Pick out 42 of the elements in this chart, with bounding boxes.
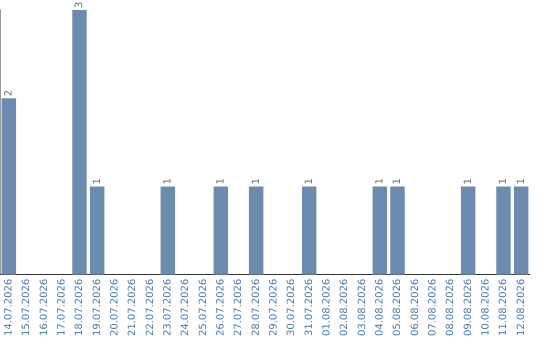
- x-tick-label: 31.07.2026: [304, 278, 315, 336]
- x-tick-label: 29.07.2026: [268, 278, 280, 336]
- x-tick-label: 15.07.2026: [21, 278, 32, 336]
- data-label: 1: [498, 178, 510, 184]
- x-tick-label: 25.07.2026: [198, 278, 209, 336]
- x-tick-label: 20.07.2026: [109, 278, 120, 336]
- x-tick-label: 18.07.2026: [74, 278, 86, 336]
- data-label: 2: [3, 90, 14, 96]
- data-label: 1: [215, 178, 226, 184]
- x-tick-label: 06.08.2026: [410, 278, 421, 336]
- data-label: 1: [250, 178, 262, 184]
- x-tick-label: 27.07.2026: [233, 278, 244, 336]
- data-label: 1: [304, 178, 315, 184]
- x-tick-label: 08.08.2026: [445, 278, 456, 336]
- x-tick-label: 26.07.2026: [215, 278, 226, 336]
- x-tick-label: 02.08.2026: [339, 278, 350, 336]
- data-label: 1: [462, 178, 474, 184]
- x-tick-label: 21.07.2026: [127, 278, 138, 336]
- data-label: 1: [374, 178, 386, 184]
- x-tick-label: 10.08.2026: [480, 278, 492, 336]
- x-tick-label: 05.08.2026: [392, 278, 404, 336]
- x-tick-label: 01.08.2026: [321, 278, 332, 336]
- x-tick-label: 11.08.2026: [498, 278, 510, 336]
- x-tick-label: 24.07.2026: [180, 278, 192, 336]
- x-tick-label: 19.07.2026: [92, 278, 103, 336]
- x-tick-label: 09.08.2026: [462, 278, 474, 336]
- x-tick-label: 07.08.2026: [427, 278, 438, 336]
- x-tick-label: 03.08.2026: [356, 278, 368, 336]
- data-label: 1: [516, 178, 527, 184]
- x-tick-label: 23.07.2026: [162, 278, 174, 336]
- x-tick-label: 28.07.2026: [250, 278, 262, 336]
- data-label: 1: [162, 178, 174, 184]
- x-tick-label: 30.07.2026: [286, 278, 298, 336]
- x-tick-label: 04.08.2026: [374, 278, 386, 336]
- data-label: 1: [392, 178, 404, 184]
- data-label: 1: [92, 178, 103, 184]
- x-tick-label: 12.08.2026: [516, 278, 527, 336]
- x-tick-label: 16.07.2026: [38, 278, 50, 336]
- x-tick-label: 14.07.2026: [3, 278, 14, 336]
- x-tick-label: 17.07.2026: [56, 278, 68, 336]
- x-tick-label: 22.07.2026: [144, 278, 156, 336]
- data-label: 3: [74, 2, 86, 8]
